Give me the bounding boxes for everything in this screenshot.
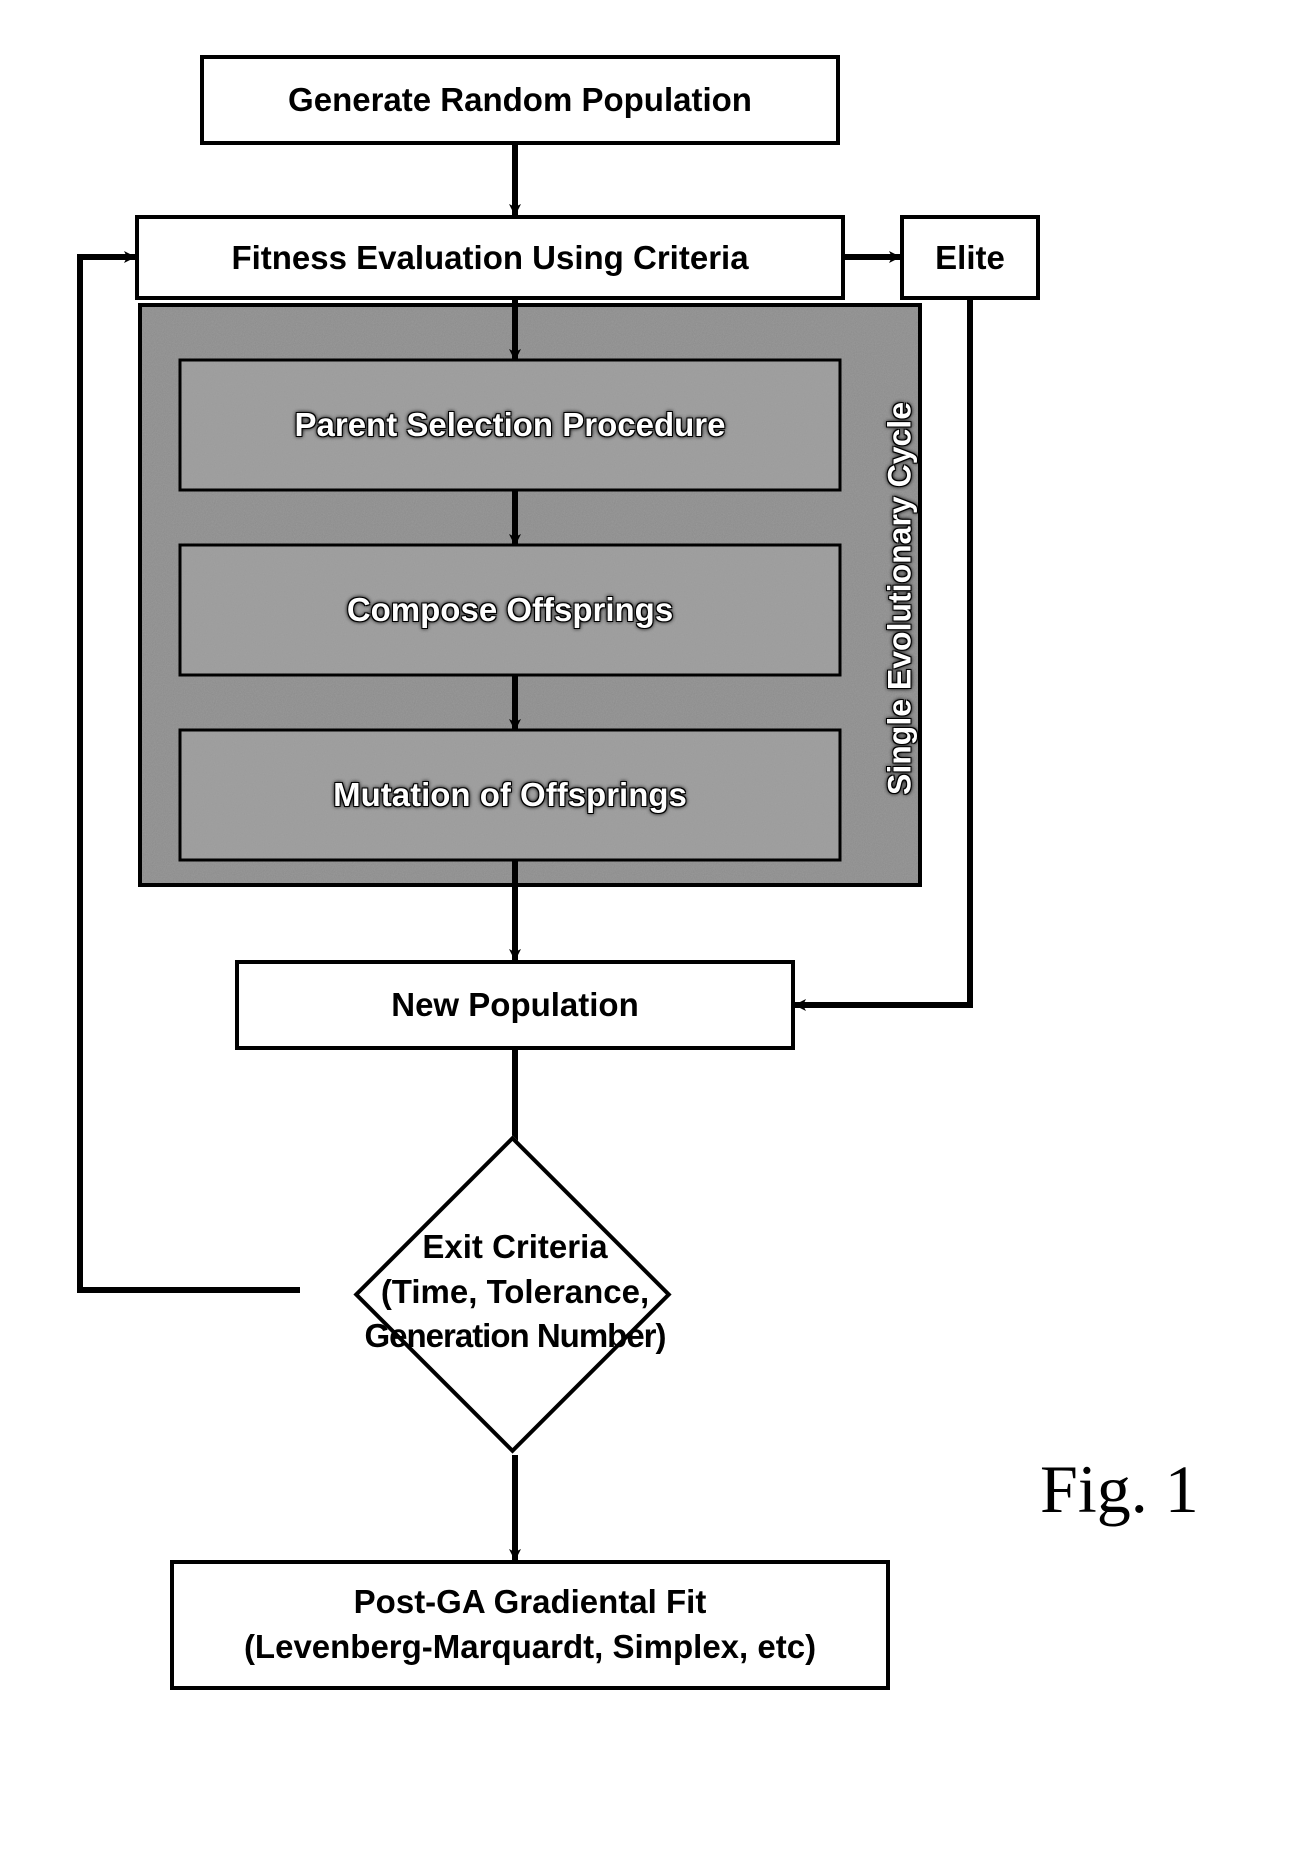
cycle-side-label: Single Evolutionary Cycle (882, 399, 919, 799)
node-mutation: Mutation of Offsprings (180, 730, 840, 860)
decision-line-0: Exit Criteria (335, 1225, 695, 1270)
node-elite: Elite (900, 215, 1040, 300)
node-newpop: New Population (235, 960, 795, 1050)
node-postga: Post-GA Gradiental Fit (Levenberg-Marqua… (170, 1560, 890, 1690)
decision-text: Exit Criteria (Time, Tolerance, Generati… (335, 1225, 695, 1359)
figure-label: Fig. 1 (1040, 1450, 1199, 1529)
node-mutation-label: Mutation of Offsprings (333, 776, 687, 814)
figure-label-text: Fig. 1 (1040, 1451, 1199, 1527)
node-parent-label: Parent Selection Procedure (295, 406, 726, 444)
node-generate: Generate Random Population (200, 55, 840, 145)
flowchart-canvas: Generate Random Population Fitness Evalu… (0, 0, 1303, 1849)
node-elite-label: Elite (935, 239, 1005, 277)
node-postga-label: Post-GA Gradiental Fit (Levenberg-Marqua… (244, 1580, 816, 1669)
node-compose: Compose Offsprings (180, 545, 840, 675)
node-fitness: Fitness Evaluation Using Criteria (135, 215, 845, 300)
node-compose-label: Compose Offsprings (347, 591, 673, 629)
decision-line-2: Generation Number) (335, 1314, 695, 1359)
node-newpop-label: New Population (391, 986, 639, 1024)
cycle-side-label-text: Single Evolutionary Cycle (882, 402, 918, 795)
node-parent: Parent Selection Procedure (180, 360, 840, 490)
node-fitness-label: Fitness Evaluation Using Criteria (231, 239, 748, 277)
node-generate-label: Generate Random Population (288, 81, 752, 119)
decision-line-1: (Time, Tolerance, (335, 1270, 695, 1315)
